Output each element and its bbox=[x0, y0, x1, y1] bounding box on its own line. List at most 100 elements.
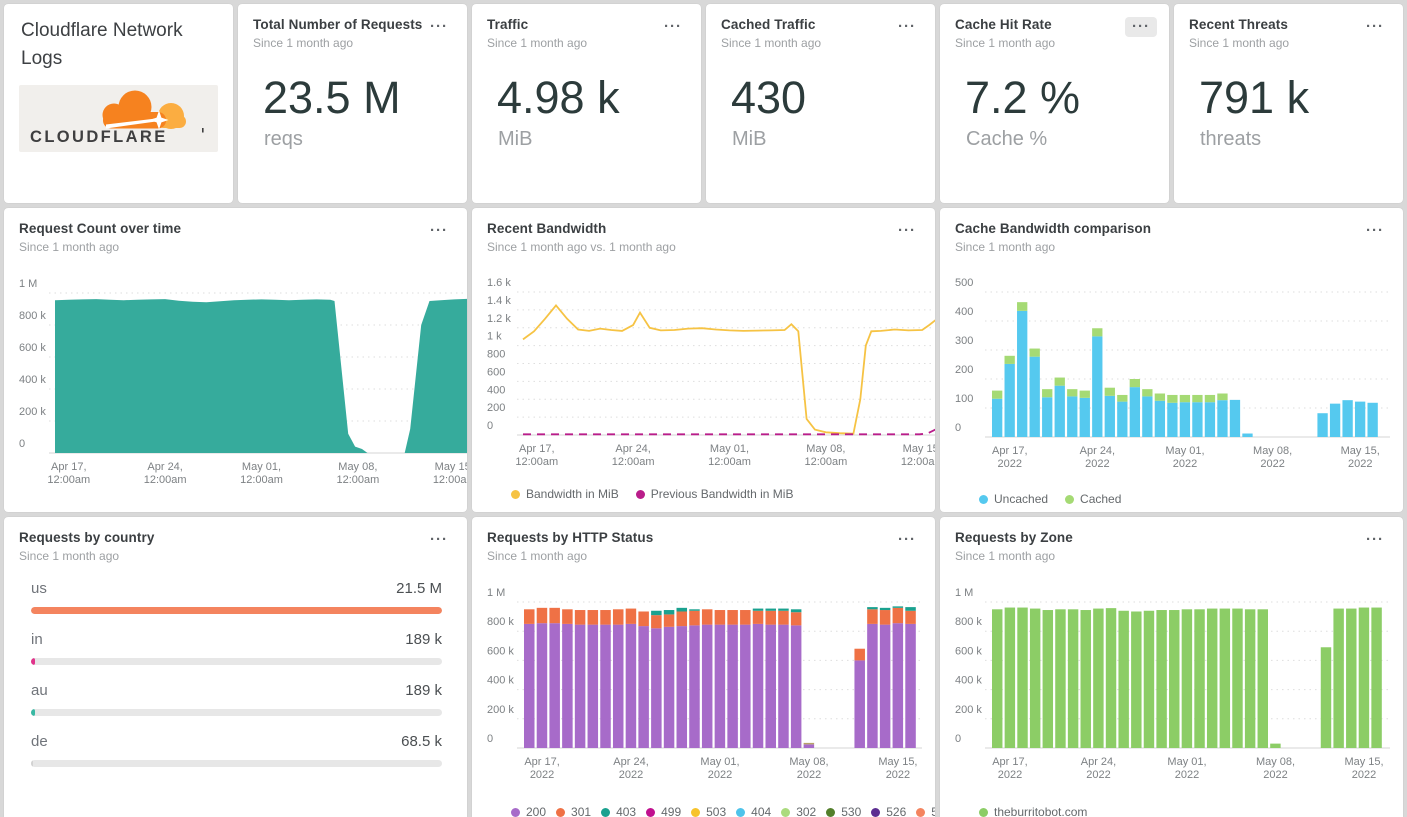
stat-value: 23.5 M bbox=[263, 72, 401, 123]
stat-unit: threats bbox=[1200, 128, 1262, 150]
panel-cache-hit-rate: Cache Hit Rate Since 1 month ago ··· 7.2… bbox=[940, 4, 1169, 203]
legend-item-524[interactable]: 524 bbox=[916, 805, 935, 817]
svg-text:May 01,2022: May 01, 2022 bbox=[700, 756, 739, 781]
country-value: 21.5 M bbox=[396, 580, 442, 597]
panel-menu-button[interactable]: ··· bbox=[1359, 17, 1391, 37]
panel-menu-button[interactable]: ··· bbox=[657, 17, 689, 37]
legend-dot bbox=[979, 494, 988, 504]
legend-label: 302 bbox=[796, 805, 817, 817]
legend-label: Bandwidth in MiB bbox=[526, 487, 619, 501]
legend-item-theburritobot.com[interactable]: theburritobot.com bbox=[979, 805, 1087, 817]
panel-menu-button[interactable]: ··· bbox=[1359, 530, 1391, 550]
legend-label: 200 bbox=[526, 805, 547, 817]
legend-item-530[interactable]: 530 bbox=[826, 805, 861, 817]
svg-text:400 k: 400 k bbox=[487, 675, 514, 687]
svg-text:May 08,2022: May 08, 2022 bbox=[789, 756, 828, 781]
svg-text:400 k: 400 k bbox=[955, 675, 982, 687]
panel-menu-button[interactable]: ··· bbox=[1359, 221, 1391, 241]
svg-text:200 k: 200 k bbox=[955, 704, 982, 716]
svg-text:May 08,12:00am: May 08, 12:00am bbox=[336, 461, 379, 486]
svg-text:200: 200 bbox=[955, 364, 973, 376]
legend-label: 526 bbox=[886, 805, 907, 817]
panel-menu-button[interactable]: ··· bbox=[891, 17, 923, 37]
svg-text:Apr 24,12:00am: Apr 24, 12:00am bbox=[612, 443, 655, 468]
panel-requests-by-zone: Requests by Zone Since 1 month ago ··· 1… bbox=[940, 517, 1403, 817]
panel-title: Request Count over time bbox=[19, 221, 182, 236]
country-value: 189 k bbox=[405, 631, 442, 648]
panel-menu-button[interactable]: ··· bbox=[423, 221, 455, 241]
panel-title: Cache Bandwidth comparison bbox=[955, 221, 1152, 236]
country-bar-track bbox=[31, 607, 442, 614]
svg-text:100: 100 bbox=[955, 393, 973, 405]
svg-text:1.4 k: 1.4 k bbox=[487, 295, 511, 307]
svg-text:May 15,2022: May 15, 2022 bbox=[1344, 756, 1383, 781]
panel-title: Requests by Zone bbox=[955, 530, 1073, 545]
svg-text:CLOUDFLARE: CLOUDFLARE bbox=[30, 128, 168, 146]
panel-title: Requests by country bbox=[19, 530, 155, 545]
legend-item-301[interactable]: 301 bbox=[556, 805, 591, 817]
svg-text:May 01,12:00am: May 01, 12:00am bbox=[240, 461, 283, 486]
country-bar-fill bbox=[31, 709, 35, 716]
stat-unit: Cache % bbox=[966, 128, 1048, 150]
cloudflare-logo: CLOUDFLARE bbox=[19, 85, 218, 153]
legend-item-302[interactable]: 302 bbox=[781, 805, 816, 817]
panel-traffic: Traffic Since 1 month ago ··· 4.98 k MiB bbox=[472, 4, 701, 203]
legend-dot bbox=[646, 807, 656, 817]
svg-text:Apr 17,2022: Apr 17, 2022 bbox=[992, 445, 1027, 470]
chart-legend: 200 301 403 499 503 404 302 530 526 524 bbox=[487, 805, 935, 817]
legend-item-uncached[interactable]: Uncached bbox=[979, 492, 1048, 506]
panel-subtitle: Since 1 month ago bbox=[955, 36, 1056, 50]
svg-text:1.6 k: 1.6 k bbox=[487, 277, 511, 289]
svg-text:Apr 17,12:00am: Apr 17, 12:00am bbox=[515, 443, 558, 468]
legend-label: 503 bbox=[706, 805, 727, 817]
svg-text:May 01,2022: May 01, 2022 bbox=[1167, 756, 1206, 781]
legend-item-cached[interactable]: Cached bbox=[1065, 492, 1121, 506]
panel-subtitle: Since 1 month ago bbox=[253, 36, 354, 50]
svg-text:1 k: 1 k bbox=[487, 331, 502, 343]
legend-label: Uncached bbox=[994, 492, 1049, 506]
panel-subtitle: Since 1 month ago bbox=[19, 240, 120, 254]
panel-title: Traffic bbox=[487, 17, 529, 32]
country-bar-list: us 21.5 M in 189 k au 189 k de 68.5 k bbox=[19, 580, 452, 767]
legend-dot bbox=[511, 807, 520, 817]
zone-bar-chart: 1 M 800 k 600 k 400 k 200 k 0 Apr 17, 2022 Apr 2… bbox=[955, 571, 1390, 796]
svg-text:0: 0 bbox=[19, 438, 25, 450]
country-label: au bbox=[31, 682, 48, 699]
country-bar-track bbox=[31, 658, 442, 665]
legend-item-previous-bandwidth-in-mib[interactable]: Previous Bandwidth in MiB bbox=[635, 487, 793, 501]
panel-subtitle: Since 1 month ago bbox=[955, 240, 1056, 254]
legend-item-404[interactable]: 404 bbox=[736, 805, 771, 817]
panel-menu-button[interactable]: ··· bbox=[1125, 17, 1157, 37]
country-row-au: au 189 k bbox=[19, 682, 452, 716]
panel-title: Total Number of Requests bbox=[253, 17, 423, 32]
panel-cache-bandwidth-comparison: Cache Bandwidth comparison Since 1 month… bbox=[940, 208, 1403, 512]
svg-text:0: 0 bbox=[487, 420, 493, 432]
country-label: us bbox=[31, 580, 47, 597]
panel-recent-threats: Recent Threats Since 1 month ago ··· 791… bbox=[1174, 4, 1403, 203]
legend-label: theburritobot.com bbox=[994, 805, 1088, 817]
country-row-us: us 21.5 M bbox=[19, 580, 452, 614]
panel-menu-button[interactable]: ··· bbox=[423, 17, 455, 37]
panel-requests-by-country: Requests by country Since 1 month ago ··… bbox=[4, 517, 467, 817]
panel-subtitle: Since 1 month ago vs. 1 month ago bbox=[487, 240, 676, 254]
stat-unit: reqs bbox=[264, 128, 303, 150]
panel-menu-button[interactable]: ··· bbox=[423, 530, 455, 550]
svg-text:400: 400 bbox=[487, 384, 505, 396]
legend-item-403[interactable]: 403 bbox=[601, 805, 636, 817]
legend-item-bandwidth-in-mib[interactable]: Bandwidth in MiB bbox=[511, 487, 619, 501]
panel-menu-button[interactable]: ··· bbox=[891, 221, 923, 241]
stat-unit: MiB bbox=[732, 128, 767, 150]
svg-text:Apr 17,12:00am: Apr 17, 12:00am bbox=[47, 461, 90, 486]
country-bar-fill bbox=[31, 607, 442, 614]
legend-item-526[interactable]: 526 bbox=[871, 805, 906, 817]
legend-item-200[interactable]: 200 bbox=[511, 805, 546, 817]
country-row-de: de 68.5 k bbox=[19, 733, 452, 767]
svg-text:200: 200 bbox=[487, 402, 505, 414]
legend-dot bbox=[511, 489, 520, 499]
panel-menu-button[interactable]: ··· bbox=[891, 530, 923, 550]
legend-item-499[interactable]: 499 bbox=[646, 805, 681, 817]
panel-recent-bandwidth: Recent Bandwidth Since 1 month ago vs. 1… bbox=[472, 208, 935, 512]
legend-item-503[interactable]: 503 bbox=[691, 805, 726, 817]
panel-subtitle: Since 1 month ago bbox=[487, 36, 588, 50]
svg-text:May 01,12:00am: May 01, 12:00am bbox=[708, 443, 751, 468]
